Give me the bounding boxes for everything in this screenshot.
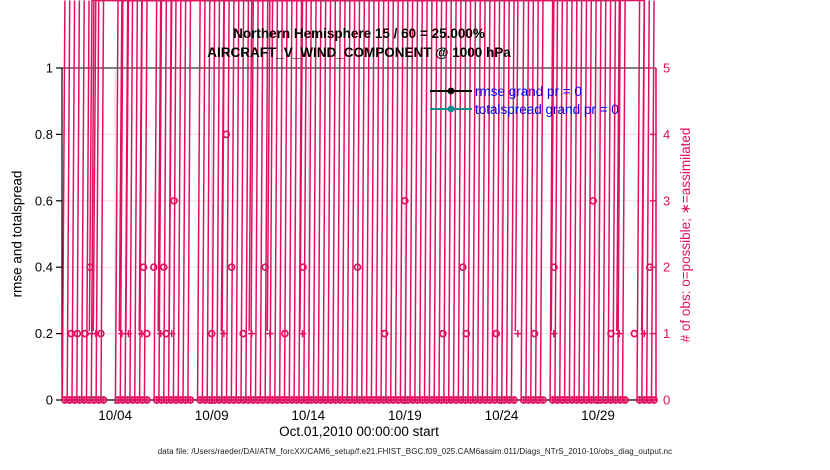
x-tick-label: 10/29 [581, 408, 615, 423]
legend-item-totalspread: totalspread grand pr = 0 [429, 100, 619, 118]
right-axis-label: # of obs: o=possible; ∗=assimilated [678, 127, 693, 343]
marker-possible [510, 396, 518, 404]
marker-assimilated [143, 0, 151, 404]
legend: rmse grand pr = 0 totalspread grand pr =… [429, 82, 619, 118]
legend-label-totalspread: totalspread grand pr = 0 [475, 101, 619, 117]
right-tick-label: 2 [663, 260, 670, 275]
right-tick-label: 0 [663, 393, 670, 408]
legend-item-rmse: rmse grand pr = 0 [429, 82, 619, 100]
right-tick-label: 4 [663, 127, 670, 142]
left-tick-label: 0.4 [35, 260, 53, 275]
chart-title-line1: Northern Hemisphere 15 / 60 = 25.000% [233, 26, 485, 41]
legend-marker-circle-rmse [447, 87, 455, 95]
chart-title-line2: AIRCRAFT_V_WIND_COMPONENT @ 1000 hPa [207, 45, 511, 60]
marker-possible [621, 396, 629, 404]
marker-possible [143, 396, 151, 404]
marker-possible [99, 396, 108, 404]
x-tick-label: 10/09 [195, 408, 229, 423]
legend-label-rmse: rmse grand pr = 0 [475, 83, 582, 99]
marker-possible [186, 396, 195, 404]
x-tick-label: 10/24 [485, 408, 519, 423]
right-tick-label: 3 [663, 193, 670, 208]
right-tick-label: 5 [663, 61, 670, 76]
x-axis-label: Oct.01,2010 00:00:00 start [279, 424, 439, 439]
marker-assimilated [539, 0, 547, 404]
marker-assimilated [621, 0, 629, 404]
left-axis-label: rmse and totalspread [9, 170, 25, 298]
legend-marker-circle-totalspread [447, 105, 455, 113]
x-tick-label: 10/19 [388, 408, 422, 423]
legend-swatch-totalspread [430, 105, 472, 113]
marker-possible [149, 263, 158, 272]
left-tick-label: 1 [46, 61, 53, 76]
right-tick-label: 1 [663, 326, 670, 341]
data-file-path: data file: /Users/raeder/DAI/ATM_forcXX/… [157, 447, 673, 456]
left-tick-label: 0.2 [35, 326, 53, 341]
marker-possible [539, 396, 547, 404]
marker-assimilated [99, 0, 108, 404]
left-tick-label: 0 [46, 393, 53, 408]
x-tick-label: 10/14 [291, 408, 325, 423]
left-tick-label: 0.8 [35, 127, 53, 142]
marker-assimilated [186, 0, 195, 404]
marker-possible [159, 263, 168, 272]
x-tick-label: 10/04 [98, 408, 132, 423]
left-tick-label: 0.6 [35, 193, 53, 208]
marker-possible [650, 396, 658, 404]
legend-swatch-rmse [430, 87, 472, 95]
